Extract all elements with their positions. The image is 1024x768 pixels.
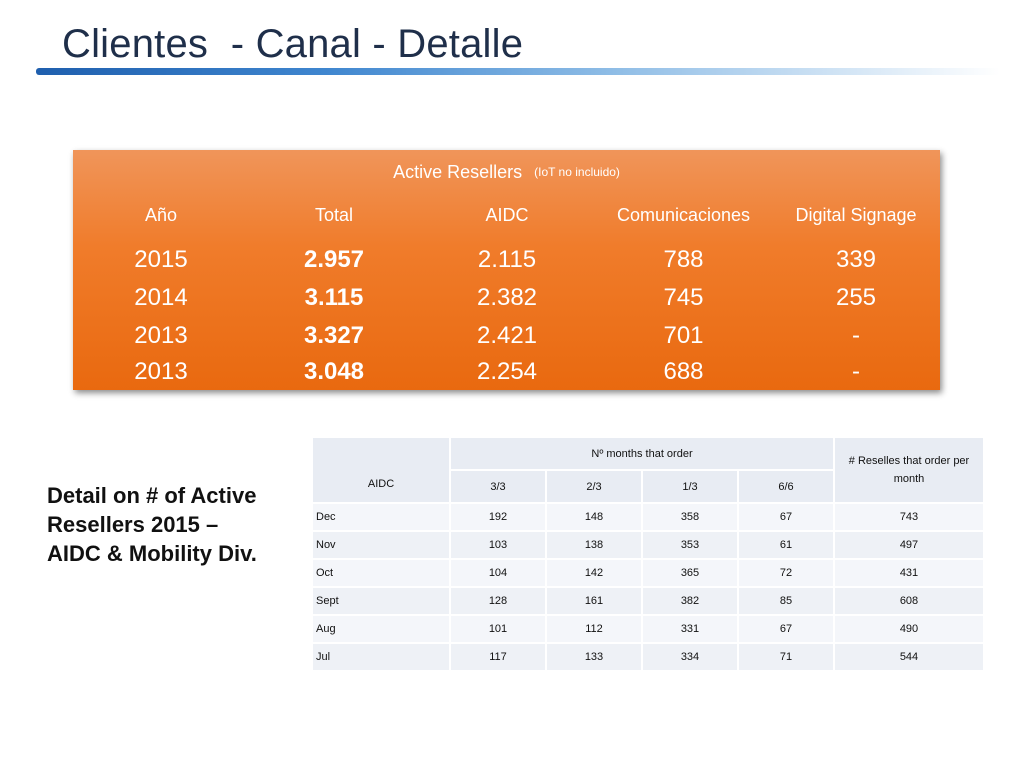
detail-cell-resellers: 743 xyxy=(833,502,985,532)
summary-header-digital-signage: Digital Signage xyxy=(795,205,917,225)
summary-header-year: Año xyxy=(144,205,178,225)
detail-cell: 365 xyxy=(641,558,739,588)
summary-cell-comunicaciones: 701 xyxy=(663,322,704,349)
detail-cell: 192 xyxy=(449,502,547,532)
detail-cell: 112 xyxy=(545,614,643,644)
detail-cell: 61 xyxy=(737,530,835,560)
detail-cell: 103 xyxy=(449,530,547,560)
detail-cell-month: Oct xyxy=(311,558,451,588)
detail-cell-month: Sept xyxy=(311,586,451,616)
detail-cell: 128 xyxy=(449,586,547,616)
detail-cell-month: Aug xyxy=(311,614,451,644)
table-row: Dec 192 148 358 67 743 xyxy=(311,502,985,532)
summary-cell-aidc: 2.421 xyxy=(476,322,538,349)
detail-header-months: Nº months that order xyxy=(449,436,835,471)
detail-cell: 138 xyxy=(545,530,643,560)
detail-cell: 72 xyxy=(737,558,835,588)
detail-cell-resellers: 544 xyxy=(833,642,985,672)
detail-cell: 353 xyxy=(641,530,739,560)
detail-cell: 382 xyxy=(641,586,739,616)
detail-cell: 104 xyxy=(449,558,547,588)
summary-cell-aidc: 2.115 xyxy=(477,246,537,273)
detail-cell: 142 xyxy=(545,558,643,588)
detail-cell: 67 xyxy=(737,502,835,532)
summary-header-comunicaciones: Comunicaciones xyxy=(616,205,751,225)
summary-cell-aidc: 2.382 xyxy=(476,284,538,311)
detail-subheader: 6/6 xyxy=(737,469,835,504)
active-resellers-table: Active Resellers (IoT no incluido) Año To… xyxy=(73,150,940,390)
detail-subheader-row: 3/3 2/3 1/3 6/6 xyxy=(312,469,984,504)
summary-caption-title: Active Resellers xyxy=(393,162,523,182)
summary-cell-digital-signage: 255 xyxy=(835,284,877,311)
summary-caption-note: (IoT no incluido) xyxy=(534,165,620,179)
detail-subheader: 3/3 xyxy=(449,469,547,504)
detail-subheader: 1/3 xyxy=(641,469,739,504)
summary-header-aidc: AIDC xyxy=(485,205,529,225)
summary-cell-year: 2013 xyxy=(134,322,188,349)
summary-cell-aidc: 2.254 xyxy=(476,358,538,385)
summary-cell-comunicaciones: 745 xyxy=(663,284,704,311)
summary-cell-year: 2013 xyxy=(134,358,188,385)
detail-caption: Detail on # of Active Resellers 2015 – A… xyxy=(47,483,257,566)
detail-header-aidc: AIDC xyxy=(311,436,451,504)
detail-cell: 67 xyxy=(737,614,835,644)
detail-cell: 148 xyxy=(545,502,643,532)
summary-row: 2013 3.048 2.254 688 - xyxy=(73,353,940,391)
summary-cell-year: 2014 xyxy=(134,284,188,311)
summary-cell-comunicaciones: 688 xyxy=(663,358,704,385)
summary-cell-digital-signage: - xyxy=(852,358,860,385)
table-row: Nov 103 138 353 61 497 xyxy=(311,530,985,560)
detail-cell: 133 xyxy=(545,642,643,672)
summary-cell-total: 3.048 xyxy=(303,358,365,385)
summary-row: 2013 3.327 2.421 701 - xyxy=(73,317,940,355)
summary-caption: Active Resellers (IoT no incluido) xyxy=(73,162,940,183)
summary-row: 2015 2.957 2.115 788 339 xyxy=(73,241,940,279)
detail-cell: 71 xyxy=(737,642,835,672)
detail-cell: 331 xyxy=(641,614,739,644)
summary-cell-comunicaciones: 788 xyxy=(663,246,704,273)
summary-cell-total: 3.115 xyxy=(304,284,364,311)
summary-header-total: Total xyxy=(314,205,354,225)
summary-cell-year: 2015 xyxy=(134,246,188,273)
summary-cell-digital-signage: 339 xyxy=(835,246,877,273)
detail-cell: 85 xyxy=(737,586,835,616)
table-row: Aug 101 112 331 67 490 xyxy=(311,614,985,644)
detail-cell-resellers: 431 xyxy=(833,558,985,588)
table-row: Oct 104 142 365 72 431 xyxy=(311,558,985,588)
table-row: Sept 128 161 382 85 608 xyxy=(311,586,985,616)
detail-cell-resellers: 497 xyxy=(833,530,985,560)
summary-cell-digital-signage: - xyxy=(852,322,860,349)
detail-cell-resellers: 490 xyxy=(833,614,985,644)
detail-cell-month: Dec xyxy=(311,502,451,532)
summary-cell-total: 2.957 xyxy=(303,246,365,273)
detail-cell-month: Nov xyxy=(311,530,451,560)
detail-cell: 358 xyxy=(641,502,739,532)
detail-cell-month: Jul xyxy=(311,642,451,672)
title-underline xyxy=(36,68,1000,75)
resellers-detail-table: AIDC Nº months that order # Reselles tha… xyxy=(311,436,985,672)
detail-cell: 117 xyxy=(449,642,547,672)
detail-cell: 161 xyxy=(545,586,643,616)
detail-cell: 334 xyxy=(641,642,739,672)
detail-subheader: 2/3 xyxy=(545,469,643,504)
summary-header-row: Año Total AIDC Comunicaciones Digital Si… xyxy=(73,205,940,226)
detail-cell: 101 xyxy=(449,614,547,644)
summary-row: 2014 3.115 2.382 745 255 xyxy=(73,279,940,317)
detail-header-row: AIDC Nº months that order # Reselles tha… xyxy=(311,436,985,504)
detail-cell-resellers: 608 xyxy=(833,586,985,616)
detail-header-resellers: # Reselles that order per month xyxy=(833,436,985,504)
page-title: Clientes - Canal - Detalle xyxy=(62,22,524,66)
summary-cell-total: 3.327 xyxy=(303,322,365,349)
table-row: Jul 117 133 334 71 544 xyxy=(311,642,985,672)
